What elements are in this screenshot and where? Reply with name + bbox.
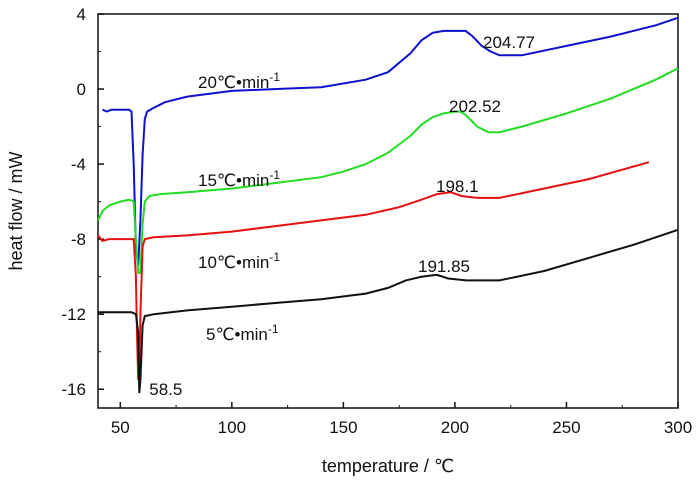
y-tick-label: 4 <box>77 5 86 24</box>
series-line-5-c-min <box>98 228 679 394</box>
y-axis-title: heat flow / mW <box>6 151 26 270</box>
series-label-superscript: -1 <box>269 250 280 264</box>
annotation-label: 58.5 <box>149 380 182 399</box>
y-tick-label: 0 <box>77 80 86 99</box>
x-tick-label: 150 <box>329 418 357 437</box>
peak-label-15-c-min: 202.52 <box>449 97 501 116</box>
series-label-text: 15℃•min <box>198 171 269 190</box>
series-label-text: 20℃•min <box>198 73 269 92</box>
series-label-15-c-min: 15℃•min-1 <box>198 168 280 190</box>
series-label-superscript: -1 <box>268 322 279 336</box>
x-tick-label: 200 <box>441 418 469 437</box>
series-line-20-c-min <box>102 16 679 266</box>
plot-area <box>97 13 679 409</box>
peak-label-10-c-min: 198.1 <box>436 177 479 196</box>
series-layer <box>97 16 679 394</box>
x-tick-label: 50 <box>111 418 130 437</box>
x-tick-label: 100 <box>218 418 246 437</box>
y-tick-label: -12 <box>61 305 86 324</box>
series-label-superscript: -1 <box>269 168 280 182</box>
series-line-10-c-min <box>97 161 650 381</box>
series-label-text: 5℃•min <box>206 325 268 344</box>
y-axis: 4 0 -4 -8 -12 -16 <box>61 5 104 399</box>
x-tick-label: 300 <box>664 418 692 437</box>
series-line-15-c-min <box>97 67 679 274</box>
x-tick-label: 250 <box>552 418 580 437</box>
x-axis: 50 100 150 200 250 300 <box>111 402 692 437</box>
series-label-10-c-min: 10℃•min-1 <box>198 250 280 272</box>
series-label-text: 10℃•min <box>198 253 269 272</box>
peak-label-20-c-min: 204.77 <box>483 33 535 52</box>
series-label-superscript: -1 <box>269 70 280 84</box>
series-label-20-c-min: 20℃•min-1 <box>198 70 280 92</box>
y-tick-label: -8 <box>71 230 86 249</box>
x-axis-title: temperature / ℃ <box>322 456 454 476</box>
labels-layer: 20℃•min-1204.7715℃•min-1202.5210℃•min-11… <box>149 33 535 399</box>
y-tick-label: -4 <box>71 155 86 174</box>
plot-frame <box>97 13 679 409</box>
peak-label-5-c-min: 191.85 <box>418 257 470 276</box>
series-label-5-c-min: 5℃•min-1 <box>206 322 279 344</box>
y-tick-label: -16 <box>61 380 86 399</box>
